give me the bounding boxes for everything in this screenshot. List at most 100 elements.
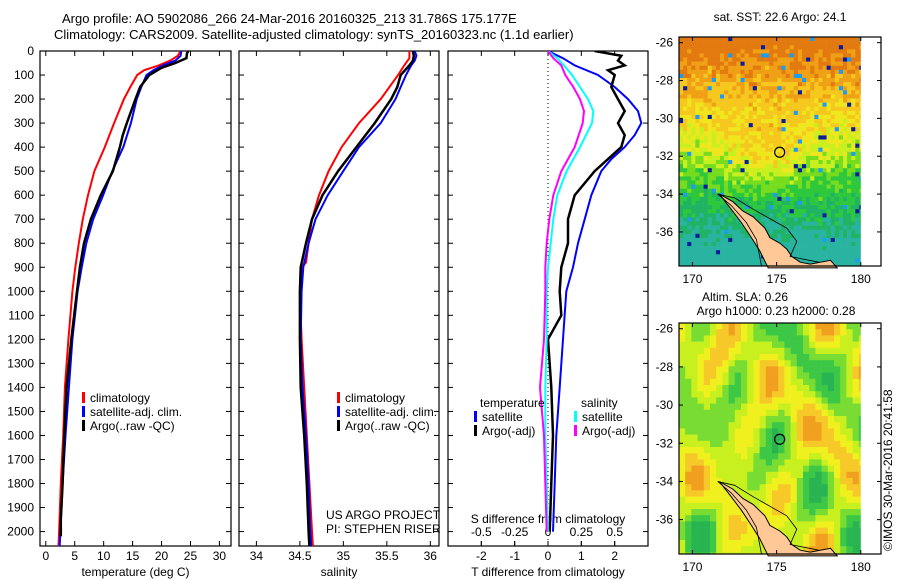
map-cell: [703, 378, 711, 386]
map-cell: [732, 78, 737, 83]
map-cell: [851, 188, 856, 194]
map-cell: [711, 73, 717, 79]
map-cell: [724, 221, 729, 226]
map-cell: [744, 262, 749, 266]
map-cell: [691, 131, 696, 136]
map-cell: [716, 354, 723, 361]
map-cell: [777, 114, 782, 120]
map-cell: [685, 509, 692, 516]
map-cell: [728, 114, 733, 120]
map-cell: [699, 49, 704, 54]
map-cell: [797, 250, 803, 255]
map-cell: [761, 37, 766, 42]
map-cell: [840, 509, 847, 516]
map-cell: [815, 403, 822, 411]
map-cell: [679, 509, 686, 516]
map-cell: [765, 205, 770, 210]
map-cell: [724, 73, 729, 79]
map-cell: [843, 123, 848, 128]
map-cell: [724, 69, 729, 75]
map-cell: [715, 151, 721, 157]
map-cell: [753, 335, 760, 342]
map-cell: [859, 196, 861, 202]
map-cell: [815, 447, 822, 454]
legend-swatch: [82, 420, 85, 431]
map-cell: [747, 397, 754, 404]
map-cell: [790, 496, 798, 504]
map-cell: [691, 192, 696, 198]
map-cell: [834, 366, 841, 373]
map-cell: [830, 65, 836, 71]
map-cell: [855, 192, 860, 198]
map-cell: [699, 98, 704, 103]
map-cell: [859, 217, 861, 222]
map-cell: [797, 98, 803, 103]
map-cell: [810, 94, 815, 99]
map-cell: [691, 521, 698, 528]
map-cell: [703, 246, 708, 251]
map-cell: [855, 37, 860, 42]
map-cell: [741, 347, 748, 355]
map-cell: [818, 86, 823, 91]
map-cell: [822, 172, 827, 177]
map-cell: [744, 242, 749, 247]
map-cell: [765, 106, 770, 112]
map-cell: [703, 428, 711, 435]
map-cell: [789, 196, 795, 202]
map-cell: [851, 139, 856, 144]
map-cell: [851, 221, 856, 226]
series-line-climatology: [57, 51, 182, 546]
legend-swatch: [574, 425, 577, 436]
plot-frame: [238, 50, 440, 547]
map-cell: [838, 53, 844, 58]
map-cell: [703, 422, 711, 429]
map-cell: [759, 552, 767, 554]
map-cell: [748, 37, 754, 42]
map-cell: [722, 360, 729, 367]
map-cell: [769, 123, 774, 128]
map-cell: [834, 78, 840, 83]
map-cell: [715, 209, 721, 214]
x-tick-label: 30: [213, 549, 227, 563]
map-cell: [830, 229, 836, 235]
map-cell: [679, 106, 684, 112]
map-cell: [846, 347, 853, 355]
map-cell: [851, 172, 856, 177]
map-cell: [679, 41, 684, 46]
map-cell: [784, 360, 791, 367]
map-cell: [815, 546, 822, 553]
map-cell: [809, 527, 816, 535]
map-cell: [815, 484, 822, 491]
map-cell: [781, 242, 786, 247]
map-cell: [697, 397, 705, 404]
map-cell: [747, 372, 754, 380]
map-cell: [679, 205, 684, 210]
map-cell: [687, 176, 692, 181]
map-cell: [769, 119, 774, 124]
map-cell: [840, 397, 847, 404]
map-cell: [753, 546, 760, 553]
map-cell: [687, 123, 692, 128]
map-cell: [699, 168, 704, 173]
map-cell: [843, 188, 848, 194]
map-cell: [724, 188, 729, 194]
lat-tick-label: -32: [656, 149, 674, 163]
map-cell: [724, 94, 729, 99]
map-cell: [851, 250, 856, 255]
map-cell: [724, 90, 729, 95]
map-cell: [699, 57, 704, 62]
map-cell: [756, 192, 762, 198]
map-cell: [736, 188, 741, 194]
map-cell: [830, 45, 836, 50]
map-cell: [789, 73, 795, 79]
map-cell: [851, 49, 856, 54]
map-cell: [858, 465, 861, 473]
map-cell: [830, 242, 836, 247]
map-cell: [822, 106, 827, 112]
map-cell: [736, 250, 741, 255]
map-cell: [752, 114, 758, 120]
map-cell: [734, 347, 742, 355]
x-tick-label: 15: [126, 549, 140, 563]
map-cell: [851, 184, 856, 189]
map-cell: [803, 347, 810, 355]
